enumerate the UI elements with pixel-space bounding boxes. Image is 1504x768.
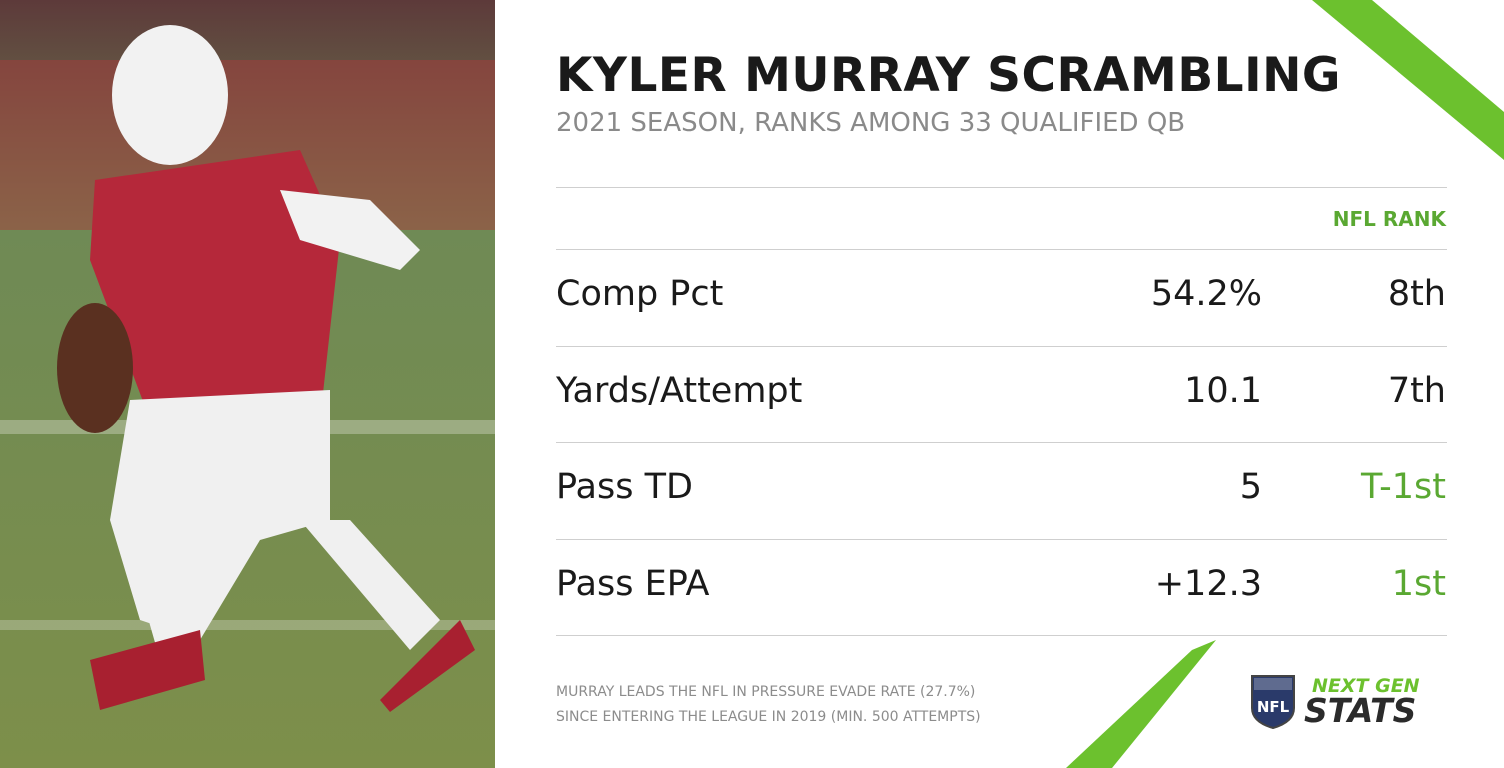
column-header: NFL RANK (1332, 207, 1446, 231)
player-photo (0, 0, 495, 768)
rule (556, 187, 1447, 188)
row-value: 54.2% (1150, 274, 1262, 314)
row-label: Comp Pct (556, 274, 724, 314)
accent-stripe (1312, 0, 1504, 160)
subtitle: 2021 SEASON, RANKS AMONG 33 QUALIFIED QB (556, 108, 1186, 138)
row-rank: T-1st (1360, 467, 1446, 507)
row-value: +12.3 (1154, 563, 1262, 604)
row-label: Yards/Attempt (556, 370, 803, 411)
footnote: MURRAY LEADS THE NFL IN PRESSURE EVADE R… (556, 684, 976, 700)
row-label: Pass EPA (556, 563, 710, 604)
row-value: 5 (1239, 467, 1262, 507)
row-rank: 8th (1387, 274, 1446, 314)
logo-line1: NEXT GEN (1312, 675, 1420, 697)
row-value: 10.1 (1184, 370, 1262, 411)
title: KYLER MURRAY SCRAMBLING (556, 48, 1342, 103)
rule (556, 249, 1447, 250)
shield-text: NFL (1257, 698, 1290, 716)
rule (556, 539, 1447, 540)
nfl-shield: NFL (1251, 675, 1295, 730)
rule (556, 442, 1447, 443)
footnote: SINCE ENTERING THE LEAGUE IN 2019 (MIN. … (556, 709, 981, 725)
row-rank: 1st (1391, 563, 1446, 604)
accent-stripe (1066, 640, 1216, 768)
row-label: Pass TD (556, 467, 693, 507)
row-rank: 7th (1387, 370, 1446, 411)
logo-line2: STATS (1304, 691, 1416, 730)
rule (556, 346, 1447, 347)
rule (556, 635, 1447, 636)
